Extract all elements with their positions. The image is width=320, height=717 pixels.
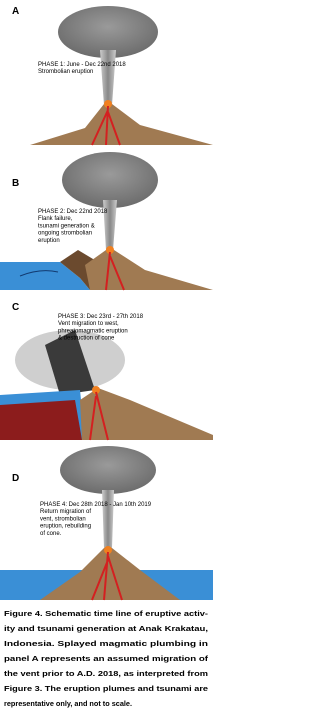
phase-text: vent, strombolian (40, 516, 86, 522)
caption-line: ity and tsunami generation at Anak Kraka… (4, 624, 208, 633)
panel-b-art (0, 152, 213, 291)
caption-line: Figure 4. Schematic time line of eruptiv… (4, 609, 209, 618)
phase-text: eruption (38, 238, 60, 244)
phase-text: tsunami generation & (38, 223, 95, 229)
phase-text: PHASE 2: Dec 22nd 2018 (38, 209, 108, 215)
phase-text: ongoing strombolian (38, 231, 92, 237)
phase-text: Vent migration to west, (58, 321, 119, 327)
panel-label: D (12, 473, 19, 484)
phase-text: of cone. (40, 531, 62, 537)
figure: A PHASE 1: June - Dec 22nd 2018Strombolia… (0, 6, 213, 708)
panel-label: B (12, 178, 19, 189)
phase-text: PHASE 3: Dec 23rd - 27th 2018 (58, 314, 144, 320)
caption-line: Figure 3. The eruption plumes and tsunam… (4, 684, 208, 693)
phase-text: eruption, rebuilding (40, 524, 91, 530)
panel-label: A (12, 6, 19, 17)
panel-c-art (0, 330, 213, 441)
panel-a-art (30, 6, 213, 146)
caption-line: representative only, and not to scale. (4, 699, 132, 708)
phase-text: Flank failure, (38, 216, 73, 222)
phase-text: Strombolian eruption (38, 69, 93, 75)
phase-text: PHASE 1: June - Dec 22nd 2018 (38, 62, 126, 68)
phase-text: Return migration of (40, 509, 91, 515)
caption-line: Indonesia. Splayed magmatic plumbing in (4, 639, 208, 648)
phase-text: & destruction of cone (58, 336, 115, 342)
caption-line: the vent prior to A.D. 2018, as interpre… (4, 669, 209, 678)
caption-line: panel A represents an assumed migration … (4, 654, 209, 663)
phase-text: phreatomagmatic eruption (58, 328, 128, 334)
panel-label: C (12, 302, 19, 313)
panel-d-art (0, 446, 213, 601)
phase-text: PHASE 4: Dec 28th 2018 - Jan 10th 2019 (40, 502, 152, 508)
